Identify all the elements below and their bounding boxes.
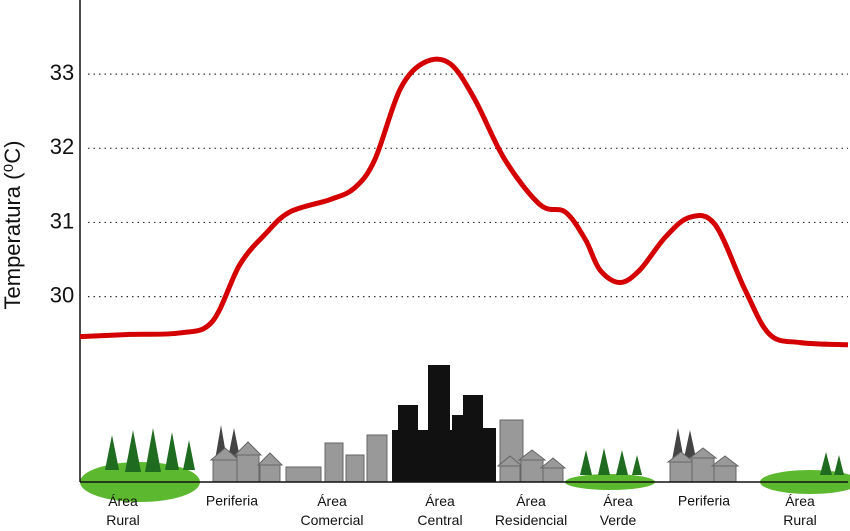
x-category-label: Área Central (417, 493, 462, 528)
x-category-label: Área Rural (106, 493, 139, 528)
x-category-label: Área Residencial (495, 493, 567, 528)
y-axis-label: Temperatura (⁰C) (0, 141, 25, 310)
x-category-label: Periferia (678, 493, 730, 509)
x-category-label: Periferia (206, 493, 258, 509)
y-tick-label: 31 (50, 208, 74, 233)
x-category-label: Área Comercial (300, 493, 363, 528)
y-tick-label: 30 (50, 282, 74, 307)
y-tick-label: 32 (50, 134, 74, 159)
x-category-label: Área Rural (783, 493, 816, 528)
temperature-line (79, 56, 849, 348)
y-tick-label: 33 (50, 60, 74, 85)
x-category-label: Área Verde (600, 493, 637, 528)
